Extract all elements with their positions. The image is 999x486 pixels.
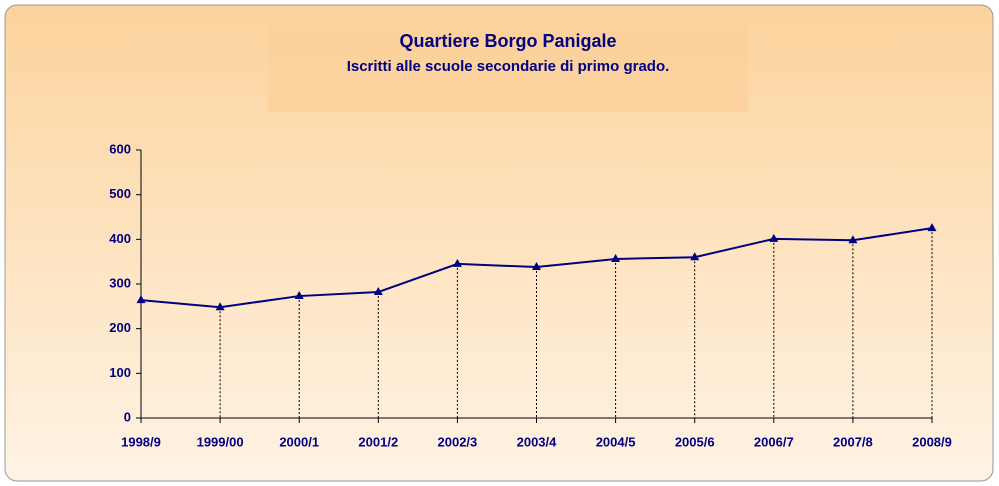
y-tick-label: 400: [109, 231, 131, 246]
marker: [532, 262, 541, 271]
y-tick-label: 600: [109, 141, 131, 156]
title-box: [268, 25, 748, 112]
marker: [452, 258, 462, 267]
background: [4, 4, 994, 482]
chart-subtitle: Iscritti alle scuole secondarie di primo…: [347, 58, 670, 75]
marker: [611, 253, 621, 262]
chart-title: Quartiere Borgo Panigale: [399, 31, 616, 51]
marker: [769, 233, 779, 242]
marker: [215, 302, 225, 311]
x-tick-label: 2002/3: [438, 434, 478, 449]
y-tick-label: 200: [109, 320, 131, 335]
marker: [690, 252, 700, 261]
y-tick-label: 100: [109, 365, 131, 380]
y-tick-label: 0: [124, 409, 131, 424]
marker: [294, 291, 304, 300]
y-tick-label: 500: [109, 186, 131, 201]
x-tick-label: 2006/7: [754, 434, 794, 449]
marker: [136, 295, 146, 304]
y-tick-label: 300: [109, 275, 131, 290]
x-tick-label: 2000/1: [279, 434, 319, 449]
x-tick-label: 2008/9: [912, 434, 952, 449]
x-tick-label: 2007/8: [833, 434, 873, 449]
x-tick-label: 2004/5: [596, 434, 636, 449]
x-tick-label: 1998/9: [121, 434, 161, 449]
x-tick-label: 2005/6: [675, 434, 715, 449]
marker: [373, 287, 383, 296]
x-tick-label: 1999/00: [197, 434, 244, 449]
x-tick-label: 2003/4: [517, 434, 558, 449]
marker: [927, 223, 937, 232]
x-tick-label: 2001/2: [358, 434, 398, 449]
marker: [848, 235, 858, 244]
